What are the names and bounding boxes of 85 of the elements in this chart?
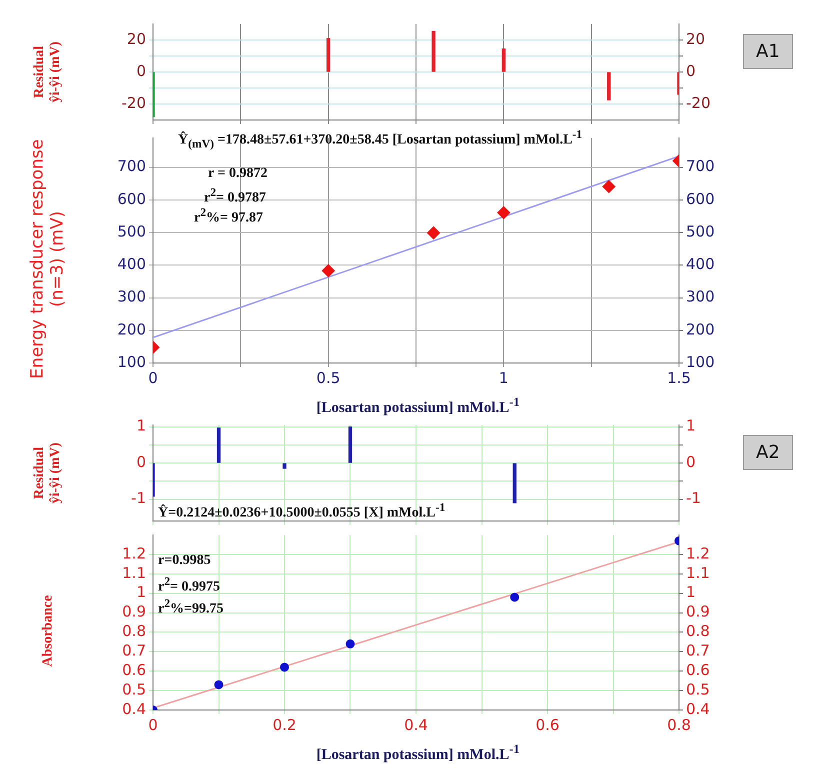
y2-tick-label: 0.5 xyxy=(686,680,710,698)
point xyxy=(427,226,440,240)
bar xyxy=(282,463,286,469)
x-axis-title: [Losartan potassium] mMol.L$^{-1}$ xyxy=(315,742,521,764)
y-tick-label: 0 xyxy=(136,452,146,471)
y-tick-label: 300 xyxy=(117,288,146,306)
y-tick-label: 0.4 xyxy=(122,700,146,718)
y-tick-label: 400 xyxy=(117,255,146,274)
y2-tick-label: 1 xyxy=(686,583,696,602)
y-tick-label: 700 xyxy=(117,157,146,176)
y-axis-title: Residual ŷi-ŷi (mV) xyxy=(30,40,64,105)
y2-tick-label: 100 xyxy=(686,352,715,371)
y-axis-title: Residual ŷi-ŷi (mV) xyxy=(30,441,64,506)
text: A1 xyxy=(743,34,793,69)
x-tick-label: 0.6 xyxy=(536,716,560,734)
y-tick-label: -1 xyxy=(131,489,146,508)
x-tick-label: 0.4 xyxy=(404,716,428,734)
y-tick-label: 0.9 xyxy=(122,602,146,621)
x-tick-label: 1 xyxy=(498,368,508,387)
point xyxy=(322,264,335,278)
y2-tick-label: -20 xyxy=(686,94,710,112)
x-tick-label: 0.5 xyxy=(316,368,340,387)
y2-tick-label: 1 xyxy=(686,416,696,435)
y-axis-title: Absorbance xyxy=(38,594,56,669)
bar xyxy=(216,428,221,463)
y2-tick-label: 0.8 xyxy=(686,622,710,640)
y-tick-label: 0 xyxy=(136,62,146,80)
y2-tick-label: 200 xyxy=(686,320,715,338)
y2-tick-label: 600 xyxy=(686,190,715,208)
x-tick-label: 0 xyxy=(148,716,158,734)
x-tick-label: 1.5 xyxy=(667,368,691,387)
y-tick-label: 500 xyxy=(117,222,146,240)
y-tick-label: 20 xyxy=(126,30,146,48)
y2-tick-label: 400 xyxy=(686,255,715,274)
annotation: r$^{2}$= 0.9975 xyxy=(158,575,220,596)
annotation: r$^{2}$= 0.9787 xyxy=(204,186,266,207)
bar xyxy=(348,426,352,463)
point xyxy=(346,639,355,648)
bar xyxy=(502,48,506,72)
x-axis-title: [Losartan potassium] mMol.L$^{-1}$ xyxy=(315,395,521,417)
y-tick-label: 1.2 xyxy=(122,544,146,562)
point xyxy=(602,180,616,194)
y-tick-label: 0.8 xyxy=(122,622,146,640)
bar xyxy=(432,30,436,72)
y-tick-label: 600 xyxy=(117,190,146,208)
annotation: r$^{2}$%=99.75 xyxy=(158,597,224,618)
y2-tick-label: 0.9 xyxy=(686,602,710,621)
y2-tick-label: 20 xyxy=(686,30,706,48)
y-tick-label: 1 xyxy=(136,416,146,435)
x-tick-label: 0.8 xyxy=(667,716,691,734)
x-tick-label: 0 xyxy=(148,368,158,387)
annotation: r=0.9985 xyxy=(158,553,211,569)
y-tick-label: 1 xyxy=(136,583,146,602)
y2-tick-label: 0 xyxy=(686,62,696,80)
y-axis-title: Energy transducer response (n=3) (mV) xyxy=(26,138,68,380)
bar xyxy=(326,38,330,72)
y-tick-label: 0.7 xyxy=(122,642,146,660)
annotation: Ŷ$_{(mV)}$ =178.48±57.61+370.20±58.45 [Losartan potassium] mMol.L$^{-1}$ xyxy=(178,128,582,150)
y2-tick-label: 300 xyxy=(686,288,715,306)
text: A2 xyxy=(743,435,793,470)
point xyxy=(214,680,224,690)
y2-tick-label: 0.4 xyxy=(686,700,710,718)
y2-tick-label: 0 xyxy=(686,452,696,471)
y2-tick-label: 1.2 xyxy=(686,544,710,562)
y-tick-label: 0.6 xyxy=(122,661,146,679)
bar xyxy=(607,72,611,100)
annotation: r$^{2}$%= 97.87 xyxy=(194,206,264,227)
y2-tick-label: 700 xyxy=(686,157,715,176)
point xyxy=(497,206,510,220)
y2-tick-label: 500 xyxy=(686,222,715,240)
y-tick-label: 1.1 xyxy=(122,564,146,582)
x-tick-label: 0.2 xyxy=(272,716,296,734)
annotation: r = 0.9872 xyxy=(208,166,268,182)
y-tick-label: 0.5 xyxy=(122,680,146,698)
point xyxy=(510,592,520,602)
point xyxy=(280,662,289,672)
y2-tick-label: 0.7 xyxy=(686,642,710,660)
bar xyxy=(512,463,516,504)
y-tick-label: 200 xyxy=(117,320,146,338)
annotation: Ŷ=0.2124±0.0236+10.5000±0.0555 [X] mMol.L$^{-1}$ xyxy=(158,501,446,522)
y2-tick-label: 1.1 xyxy=(686,564,710,582)
y2-tick-label: -1 xyxy=(686,489,701,508)
y2-tick-label: 0.6 xyxy=(686,661,710,679)
y-tick-label: 100 xyxy=(117,352,146,371)
y-tick-label: -20 xyxy=(122,94,146,112)
